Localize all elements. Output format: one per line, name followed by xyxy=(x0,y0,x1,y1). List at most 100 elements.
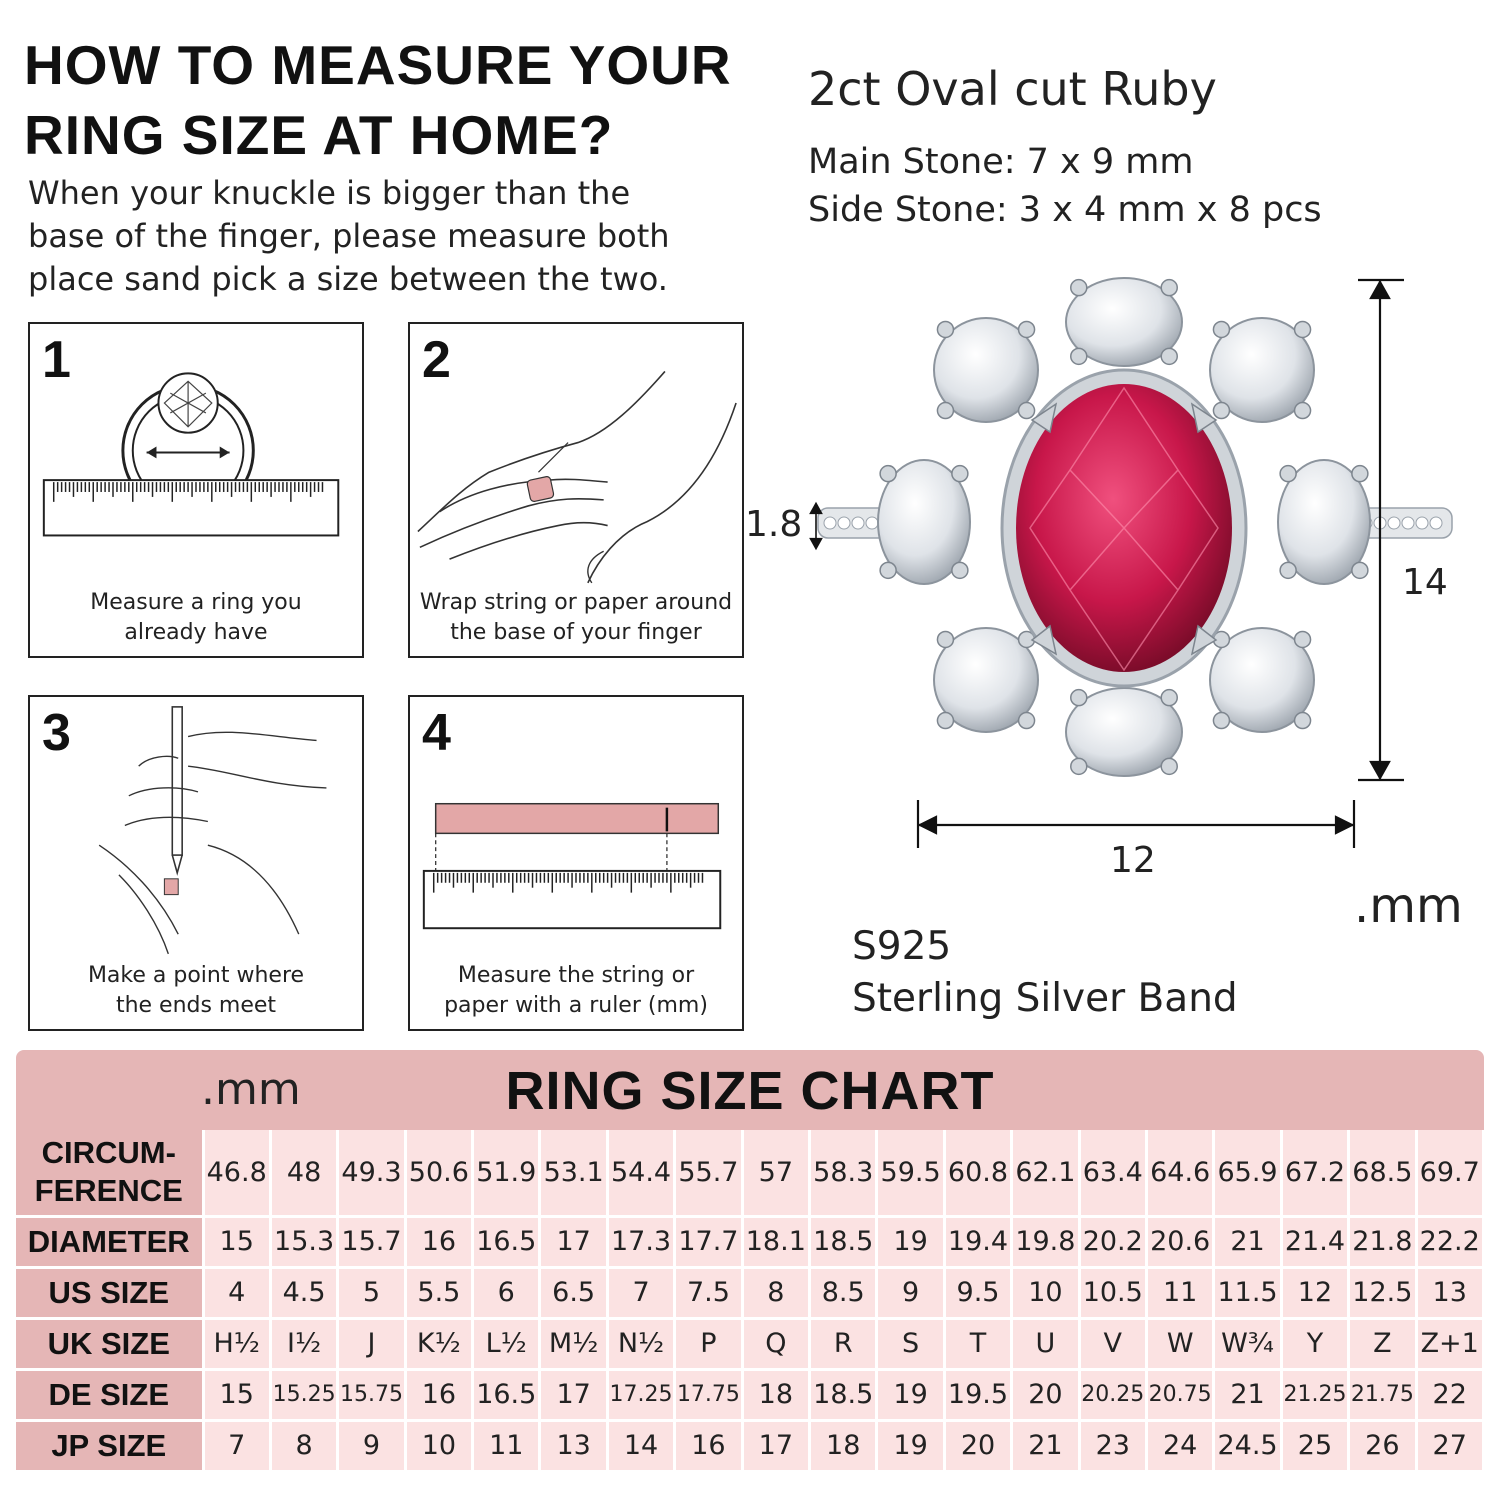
size-cell: 12.5 xyxy=(1349,1267,1416,1318)
size-cell: 20 xyxy=(1012,1369,1079,1420)
size-cell: 15.3 xyxy=(270,1216,337,1267)
size-cell: 27 xyxy=(1416,1420,1483,1471)
size-cell: 19 xyxy=(877,1420,944,1471)
size-cell: 24.5 xyxy=(1214,1420,1281,1471)
height-label: 14 xyxy=(1402,562,1448,603)
size-cell: 10 xyxy=(405,1420,472,1471)
size-cell: 9.5 xyxy=(944,1267,1011,1318)
size-table: CIRCUM- FERENCE 46.8 48 49.3 50.6 51.9 53.1 54.4… xyxy=(16,1130,1485,1473)
size-cell: 13 xyxy=(1416,1267,1483,1318)
size-cell: H½ xyxy=(203,1318,270,1369)
size-cell: 18 xyxy=(742,1369,809,1420)
size-cell: 14 xyxy=(607,1420,674,1471)
size-cell: 23 xyxy=(1079,1420,1146,1471)
size-cell: 51.9 xyxy=(473,1130,540,1216)
size-cell: K½ xyxy=(405,1318,472,1369)
size-cell: 64.6 xyxy=(1146,1130,1213,1216)
size-cell: 9 xyxy=(338,1420,405,1471)
row-label-line: CIRCUM- xyxy=(16,1134,202,1172)
size-cell: 16.5 xyxy=(473,1216,540,1267)
step-1-caption-line-2: already have xyxy=(30,618,362,648)
size-cell: 21.8 xyxy=(1349,1216,1416,1267)
prong xyxy=(1071,348,1087,364)
size-cell: 17 xyxy=(742,1420,809,1471)
product-title: 2ct Oval cut Ruby xyxy=(808,62,1217,116)
size-cell: 18.5 xyxy=(810,1216,877,1267)
size-cell: 20 xyxy=(944,1420,1011,1471)
step-4-caption-line-2: paper with a ruler (mm) xyxy=(410,991,742,1021)
prong xyxy=(880,466,896,482)
size-cell: J xyxy=(338,1318,405,1369)
size-cell: 15.75 xyxy=(338,1369,405,1420)
prong xyxy=(1295,403,1311,419)
size-cell: 18.5 xyxy=(810,1369,877,1420)
size-cell: 8.5 xyxy=(810,1267,877,1318)
size-cell: 58.3 xyxy=(810,1130,877,1216)
row-label-line: DE SIZE xyxy=(16,1376,202,1414)
prong xyxy=(937,631,953,647)
size-cell: 6.5 xyxy=(540,1267,607,1318)
step-1-caption-line-1: Measure a ring you xyxy=(30,588,362,618)
size-cell: 17 xyxy=(540,1369,607,1420)
size-cell: 19 xyxy=(877,1216,944,1267)
size-cell: 65.9 xyxy=(1214,1130,1281,1216)
size-cell: 13 xyxy=(540,1420,607,1471)
band-stone xyxy=(1402,517,1414,529)
width-label: 12 xyxy=(1110,840,1156,881)
size-cell: W xyxy=(1146,1318,1213,1369)
step-3-caption-line-1: Make a point where xyxy=(30,961,362,991)
step-4-panel: 4 Measure the string or paper with a rul… xyxy=(408,695,744,1031)
size-cell: 22 xyxy=(1416,1369,1483,1420)
row-label-line: UK SIZE xyxy=(16,1325,202,1363)
chart-title: RING SIZE CHART xyxy=(16,1060,1484,1122)
page-title-line-1: HOW TO MEASURE YOUR xyxy=(24,30,732,100)
size-cell: 59.5 xyxy=(877,1130,944,1216)
band-stone xyxy=(866,517,878,529)
size-cell: 17.75 xyxy=(675,1369,742,1420)
size-row-de-size: DE SIZE 15 15.25 15.75 16 16.5 17 17.25 17.75 18 1… xyxy=(16,1369,1483,1420)
page-title-line-2: RING SIZE AT HOME? xyxy=(24,100,732,170)
row-label-de-size: DE SIZE xyxy=(16,1369,203,1420)
size-cell: 19.4 xyxy=(944,1216,1011,1267)
size-cell: 17.25 xyxy=(607,1369,674,1420)
size-cell: 9 xyxy=(877,1267,944,1318)
size-cell: 25 xyxy=(1281,1420,1348,1471)
ring-size-chart: .mm RING SIZE CHART CIRCUM- FERENCE 46.8 48… xyxy=(16,1050,1484,1476)
size-cell: S xyxy=(877,1318,944,1369)
size-cell: 62.1 xyxy=(1012,1130,1079,1216)
size-cell: 21.75 xyxy=(1349,1369,1416,1420)
prong xyxy=(1280,562,1296,578)
step-3-panel: 3 Make a point where the ends meet xyxy=(28,695,364,1031)
size-cell: 17 xyxy=(540,1216,607,1267)
step-3-number: 3 xyxy=(42,703,71,763)
size-cell: 15 xyxy=(203,1369,270,1420)
step-2-caption: Wrap string or paper around the base of … xyxy=(410,588,742,648)
size-cell: Y xyxy=(1281,1318,1348,1369)
size-cell: 16 xyxy=(405,1369,472,1420)
prong xyxy=(1161,690,1177,706)
size-cell: V xyxy=(1079,1318,1146,1369)
step-1-panel: 1 Measure a ring you already have xyxy=(28,322,364,658)
step-2-panel: 2 Wrap string or paper around the base o… xyxy=(408,322,744,658)
prong xyxy=(952,562,968,578)
unit-label: .mm xyxy=(1354,878,1463,934)
step-3-caption-line-2: the ends meet xyxy=(30,991,362,1021)
ruby-ring-image xyxy=(740,260,1500,880)
size-cell: 57 xyxy=(742,1130,809,1216)
step-1-number: 1 xyxy=(42,330,71,390)
size-cell: P xyxy=(675,1318,742,1369)
intro-line-1: When your knuckle is bigger than the xyxy=(28,172,748,215)
size-cell: 5.5 xyxy=(405,1267,472,1318)
size-cell: 12 xyxy=(1281,1267,1348,1318)
prong xyxy=(1295,713,1311,729)
band-stone xyxy=(852,517,864,529)
size-cell: 63.4 xyxy=(1079,1130,1146,1216)
size-cell: 21 xyxy=(1012,1420,1079,1471)
size-cell: W¾ xyxy=(1214,1318,1281,1369)
size-cell: 24 xyxy=(1146,1420,1213,1471)
prong xyxy=(1161,280,1177,296)
row-label-line: US SIZE xyxy=(16,1274,202,1312)
main-stone-spec: Main Stone: 7 x 9 mm xyxy=(808,142,1193,182)
size-cell: 68.5 xyxy=(1349,1130,1416,1216)
row-label-circumference: CIRCUM- FERENCE xyxy=(16,1130,203,1216)
